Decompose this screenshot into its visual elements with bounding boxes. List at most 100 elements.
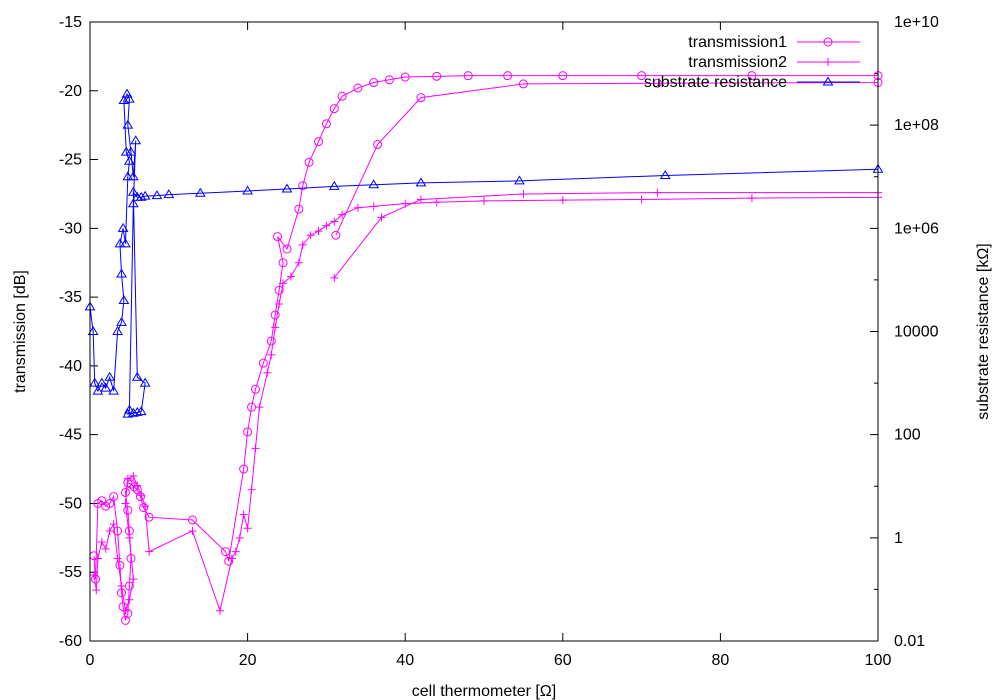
data-point bbox=[116, 316, 127, 326]
data-point bbox=[278, 258, 288, 268]
y-tick-label: -20 bbox=[59, 83, 82, 100]
data-point bbox=[282, 244, 292, 254]
data-point bbox=[87, 326, 99, 335]
data-point bbox=[131, 406, 143, 416]
data-point bbox=[306, 231, 315, 240]
data-point bbox=[415, 177, 427, 187]
y-tick-label: -30 bbox=[59, 220, 82, 237]
data-point bbox=[133, 481, 142, 490]
data-point bbox=[109, 492, 119, 502]
legend-label: transmission2 bbox=[688, 54, 787, 71]
data-point bbox=[747, 71, 757, 81]
data-point bbox=[328, 180, 340, 190]
data-point bbox=[101, 544, 110, 553]
data-point bbox=[514, 175, 525, 185]
data-point bbox=[314, 137, 324, 147]
data-point bbox=[124, 93, 135, 103]
data-point bbox=[125, 146, 137, 156]
y-tick-label: -45 bbox=[59, 427, 82, 444]
data-point bbox=[105, 526, 114, 535]
data-point bbox=[480, 196, 488, 205]
data-point bbox=[122, 171, 134, 181]
data-point bbox=[127, 171, 139, 181]
data-point bbox=[105, 498, 115, 508]
data-point bbox=[89, 570, 98, 579]
data-point bbox=[127, 186, 139, 196]
data-point bbox=[243, 524, 252, 533]
data-point bbox=[120, 238, 131, 248]
data-point bbox=[298, 181, 308, 191]
y-tick-label: -60 bbox=[59, 633, 82, 650]
data-point bbox=[125, 595, 134, 604]
data-point bbox=[113, 554, 122, 563]
data-point bbox=[92, 385, 104, 395]
data-point bbox=[108, 385, 120, 395]
data-point bbox=[337, 91, 347, 101]
data-point bbox=[273, 232, 283, 242]
data-point bbox=[96, 377, 108, 387]
data-point bbox=[637, 71, 647, 81]
data-point bbox=[117, 222, 129, 232]
series-layer bbox=[84, 71, 884, 625]
data-point bbox=[266, 336, 276, 346]
data-point bbox=[145, 547, 154, 556]
data-point bbox=[187, 515, 197, 525]
axis-ticks bbox=[89, 21, 879, 642]
data-point bbox=[251, 444, 260, 453]
data-point bbox=[322, 221, 331, 230]
x-tick-label: 20 bbox=[239, 652, 257, 669]
data-point bbox=[286, 272, 295, 281]
data-point bbox=[369, 202, 378, 211]
data-point bbox=[416, 195, 425, 204]
data-point bbox=[118, 294, 130, 304]
legend-marker bbox=[823, 37, 833, 47]
data-point bbox=[294, 258, 303, 267]
y-tick-label: -55 bbox=[59, 564, 82, 581]
y-tick-label: -40 bbox=[59, 358, 82, 375]
data-point bbox=[115, 560, 125, 570]
data-point bbox=[112, 326, 123, 335]
data-point bbox=[267, 350, 276, 359]
data-point bbox=[304, 157, 314, 167]
data-point bbox=[121, 88, 133, 98]
y-tick-label: -50 bbox=[59, 495, 82, 512]
y2-tick-label: 1e+06 bbox=[894, 220, 939, 237]
data-point bbox=[125, 533, 134, 542]
data-point bbox=[114, 238, 126, 248]
data-point bbox=[330, 217, 339, 226]
data-point bbox=[194, 187, 206, 197]
series-transmission2 bbox=[89, 188, 882, 615]
data-point bbox=[123, 505, 133, 515]
data-point bbox=[353, 203, 362, 212]
tick-layer: 0 20 40 60 80 100 -15 -20 -25 -30 -35 -40 -45 -50 -55 -… bbox=[59, 14, 939, 669]
data-point bbox=[384, 75, 394, 85]
data-point bbox=[271, 323, 280, 332]
x-tick-label: 60 bbox=[554, 652, 572, 669]
data-point bbox=[281, 183, 293, 193]
data-point bbox=[117, 581, 126, 590]
y2-tick-label: 100 bbox=[894, 427, 921, 444]
data-point bbox=[373, 139, 383, 149]
data-point bbox=[129, 575, 138, 584]
data-point bbox=[747, 194, 756, 203]
data-point bbox=[274, 285, 284, 295]
data-point bbox=[227, 554, 236, 563]
data-point bbox=[331, 230, 341, 240]
data-point bbox=[123, 474, 132, 483]
data-point bbox=[250, 384, 260, 394]
data-point bbox=[239, 510, 248, 519]
data-point bbox=[432, 198, 441, 207]
data-point bbox=[216, 606, 225, 615]
data-point bbox=[144, 512, 154, 522]
series-transmission1 bbox=[89, 71, 883, 625]
data-point bbox=[519, 189, 528, 198]
data-point bbox=[121, 499, 130, 508]
y2-tick-label: 0.01 bbox=[894, 633, 925, 650]
data-point bbox=[116, 268, 127, 278]
data-point bbox=[93, 554, 102, 563]
y2-tick-label: 10000 bbox=[894, 324, 939, 341]
plot-frame bbox=[89, 21, 879, 642]
data-point bbox=[243, 427, 253, 437]
data-point bbox=[659, 169, 671, 179]
data-point bbox=[558, 71, 568, 81]
